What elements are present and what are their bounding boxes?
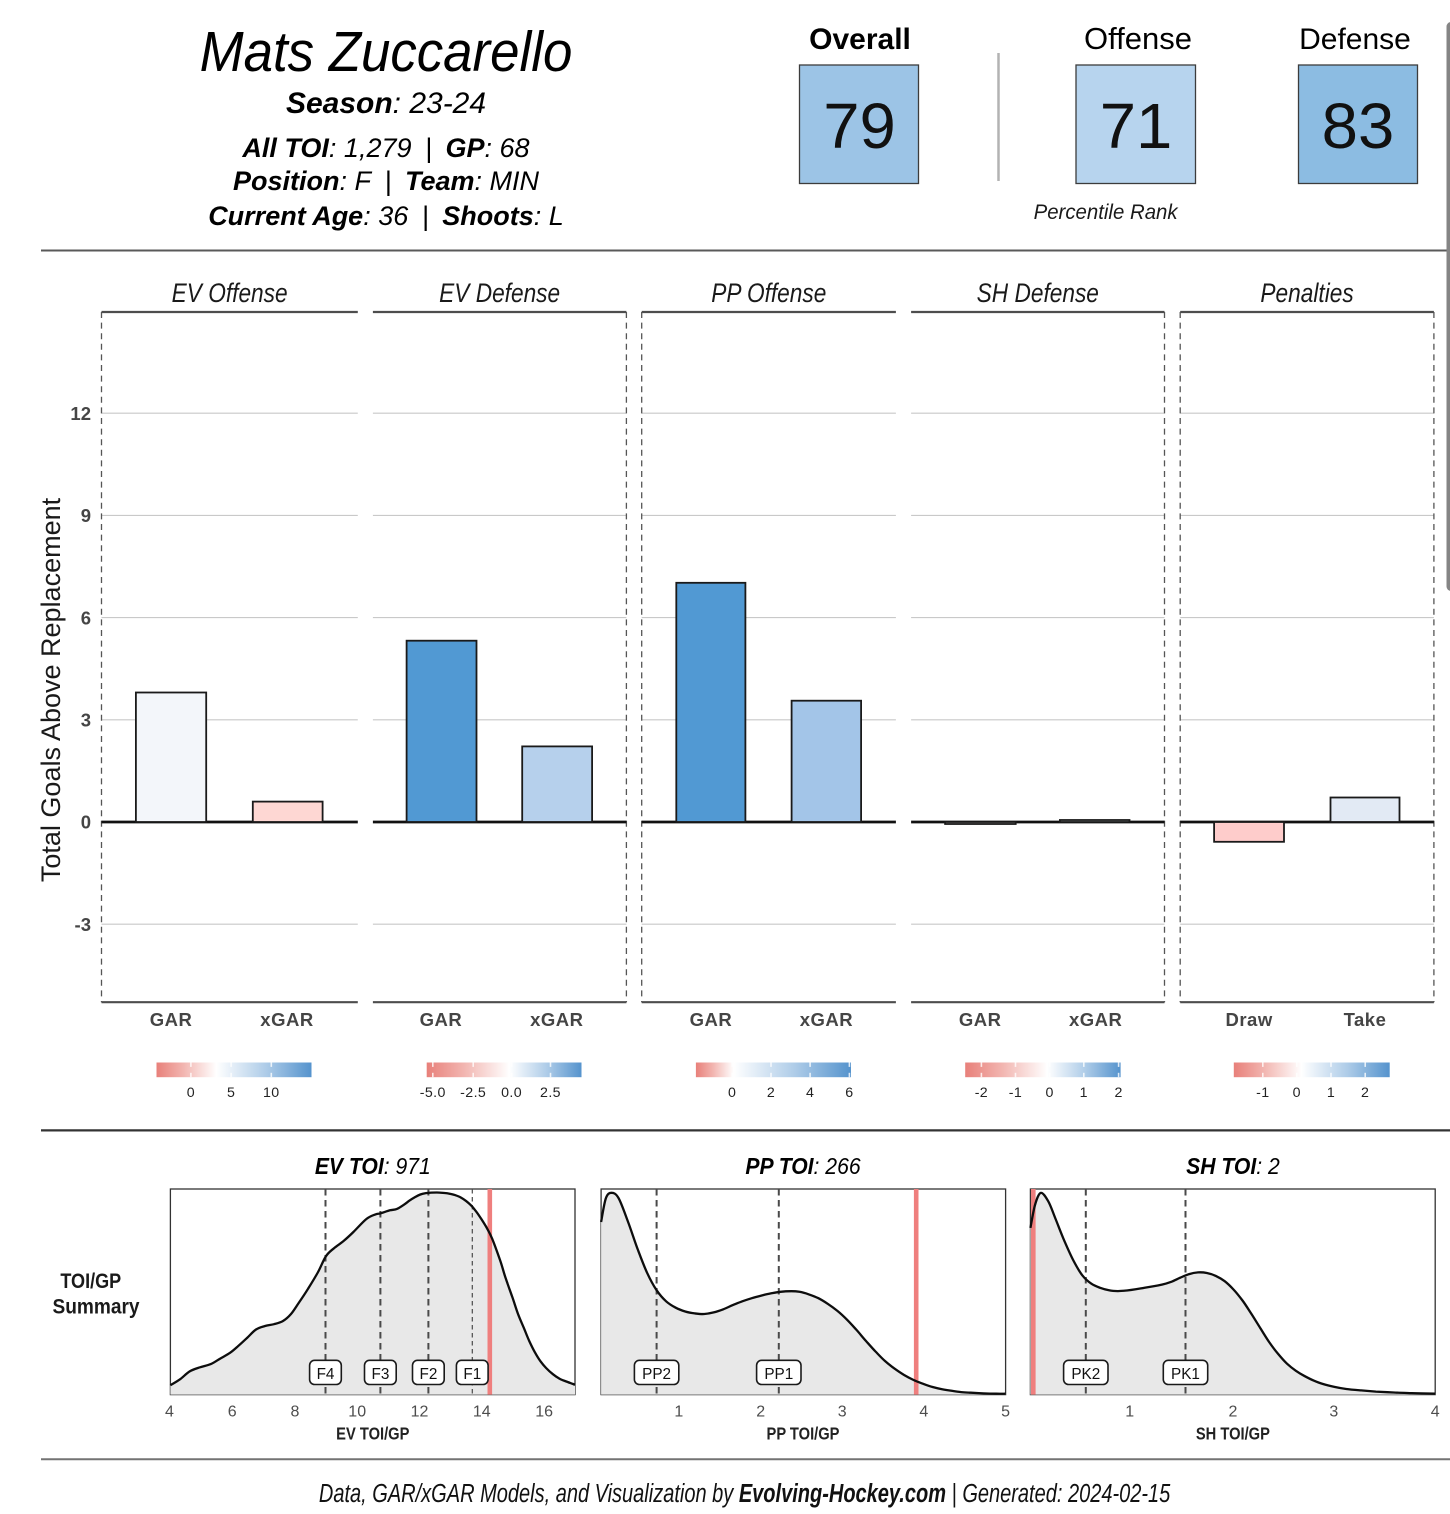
svg-text:Total Goals Above Replacement: Total Goals Above Replacement xyxy=(36,497,66,882)
svg-text:0: 0 xyxy=(1045,1085,1053,1101)
svg-text:-1: -1 xyxy=(1256,1085,1269,1101)
svg-text:Percentile Rank: Percentile Rank xyxy=(1034,200,1179,224)
svg-text:F3: F3 xyxy=(371,1366,389,1383)
svg-text:F1: F1 xyxy=(463,1366,481,1383)
svg-text:Summary: Summary xyxy=(52,1296,140,1319)
svg-text:EV TOI/GP: EV TOI/GP xyxy=(336,1424,409,1443)
svg-text:Offense: Offense xyxy=(1084,21,1192,56)
svg-text:2: 2 xyxy=(1228,1404,1237,1421)
svg-text:Penalties: Penalties xyxy=(1260,278,1353,308)
svg-text:-2: -2 xyxy=(975,1085,988,1101)
svg-text:PP1: PP1 xyxy=(764,1366,793,1383)
svg-text:5: 5 xyxy=(1001,1404,1010,1421)
svg-text:-2.5: -2.5 xyxy=(460,1085,486,1101)
svg-text:Draw: Draw xyxy=(1225,1009,1272,1030)
svg-text:14: 14 xyxy=(473,1404,491,1421)
svg-text:SH TOI/GP: SH TOI/GP xyxy=(1196,1424,1270,1443)
svg-text:71: 71 xyxy=(1100,90,1173,162)
svg-text:79: 79 xyxy=(823,90,896,162)
svg-text:10: 10 xyxy=(348,1404,366,1421)
svg-text:1: 1 xyxy=(1125,1404,1134,1421)
svg-text:2: 2 xyxy=(756,1404,765,1421)
svg-text:1: 1 xyxy=(1327,1085,1335,1101)
svg-text:12: 12 xyxy=(70,403,91,424)
svg-text:Position: F | Team: MIN: Position: F | Team: MIN xyxy=(233,166,540,196)
svg-text:0: 0 xyxy=(728,1085,736,1101)
svg-text:16: 16 xyxy=(535,1404,553,1421)
svg-text:0: 0 xyxy=(1293,1085,1301,1101)
svg-text:4: 4 xyxy=(165,1404,174,1421)
svg-text:PP TOI/GP: PP TOI/GP xyxy=(767,1424,840,1443)
svg-text:9: 9 xyxy=(81,505,91,526)
svg-text:0: 0 xyxy=(187,1085,195,1101)
svg-text:0: 0 xyxy=(81,812,91,833)
svg-text:GAR: GAR xyxy=(150,1009,193,1030)
svg-text:0.0: 0.0 xyxy=(501,1085,522,1101)
svg-text:PP TOI: 266: PP TOI: 266 xyxy=(745,1153,861,1179)
svg-text:TOI/GP: TOI/GP xyxy=(60,1270,121,1294)
svg-text:83: 83 xyxy=(1322,90,1395,162)
svg-text:EV TOI: 971: EV TOI: 971 xyxy=(315,1153,431,1179)
svg-text:6: 6 xyxy=(228,1404,237,1421)
svg-text:-1: -1 xyxy=(1009,1085,1022,1101)
svg-text:Defense: Defense xyxy=(1299,23,1411,56)
svg-text:4: 4 xyxy=(806,1085,814,1101)
svg-text:xGAR: xGAR xyxy=(530,1009,583,1030)
svg-text:5: 5 xyxy=(227,1085,235,1101)
svg-text:PK2: PK2 xyxy=(1071,1366,1100,1383)
svg-text:PP Offense: PP Offense xyxy=(711,278,826,308)
svg-text:6: 6 xyxy=(845,1085,853,1101)
svg-text:4: 4 xyxy=(919,1404,928,1421)
svg-text:EV Offense: EV Offense xyxy=(172,278,288,308)
svg-text:2: 2 xyxy=(1361,1085,1369,1101)
svg-text:PK1: PK1 xyxy=(1171,1366,1200,1383)
svg-text:PP2: PP2 xyxy=(642,1366,671,1383)
svg-text:Take: Take xyxy=(1344,1009,1387,1030)
svg-text:F4: F4 xyxy=(317,1366,335,1383)
svg-text:-5.0: -5.0 xyxy=(420,1085,446,1101)
svg-text:Mats Zuccarello: Mats Zuccarello xyxy=(200,19,573,83)
svg-text:3: 3 xyxy=(81,710,91,731)
svg-text:1: 1 xyxy=(1080,1085,1088,1101)
svg-text:All TOI: 1,279 | GP: 68: All TOI: 1,279 | GP: 68 xyxy=(241,133,529,163)
svg-text:Data, GAR/xGAR Models, and Vis: Data, GAR/xGAR Models, and Visualization… xyxy=(319,1478,1171,1507)
svg-text:EV Defense: EV Defense xyxy=(439,278,560,308)
svg-text:8: 8 xyxy=(291,1404,300,1421)
svg-text:2.5: 2.5 xyxy=(540,1085,561,1101)
svg-text:xGAR: xGAR xyxy=(800,1009,853,1030)
svg-text:10: 10 xyxy=(263,1085,280,1101)
svg-text:xGAR: xGAR xyxy=(260,1009,313,1030)
svg-text:GAR: GAR xyxy=(690,1009,733,1030)
svg-text:6: 6 xyxy=(81,607,91,628)
svg-text:GAR: GAR xyxy=(959,1009,1002,1030)
svg-text:xGAR: xGAR xyxy=(1069,1009,1122,1030)
svg-text:2: 2 xyxy=(1114,1085,1122,1101)
svg-text:4: 4 xyxy=(1431,1404,1440,1421)
svg-text:12: 12 xyxy=(411,1404,429,1421)
svg-text:3: 3 xyxy=(1329,1404,1338,1421)
svg-text:Overall: Overall xyxy=(809,23,911,56)
svg-text:Current Age: 36 | Shoots: L: Current Age: 36 | Shoots: L xyxy=(208,201,564,231)
svg-text:Season: 23-24: Season: 23-24 xyxy=(286,87,486,120)
svg-text:SH Defense: SH Defense xyxy=(977,278,1099,308)
svg-text:1: 1 xyxy=(674,1404,683,1421)
svg-text:3: 3 xyxy=(838,1404,847,1421)
svg-text:2: 2 xyxy=(767,1085,775,1101)
svg-text:GAR: GAR xyxy=(420,1009,463,1030)
svg-text:F2: F2 xyxy=(419,1366,437,1383)
svg-text:SH TOI: 2: SH TOI: 2 xyxy=(1186,1153,1280,1179)
svg-text:-3: -3 xyxy=(75,914,91,935)
